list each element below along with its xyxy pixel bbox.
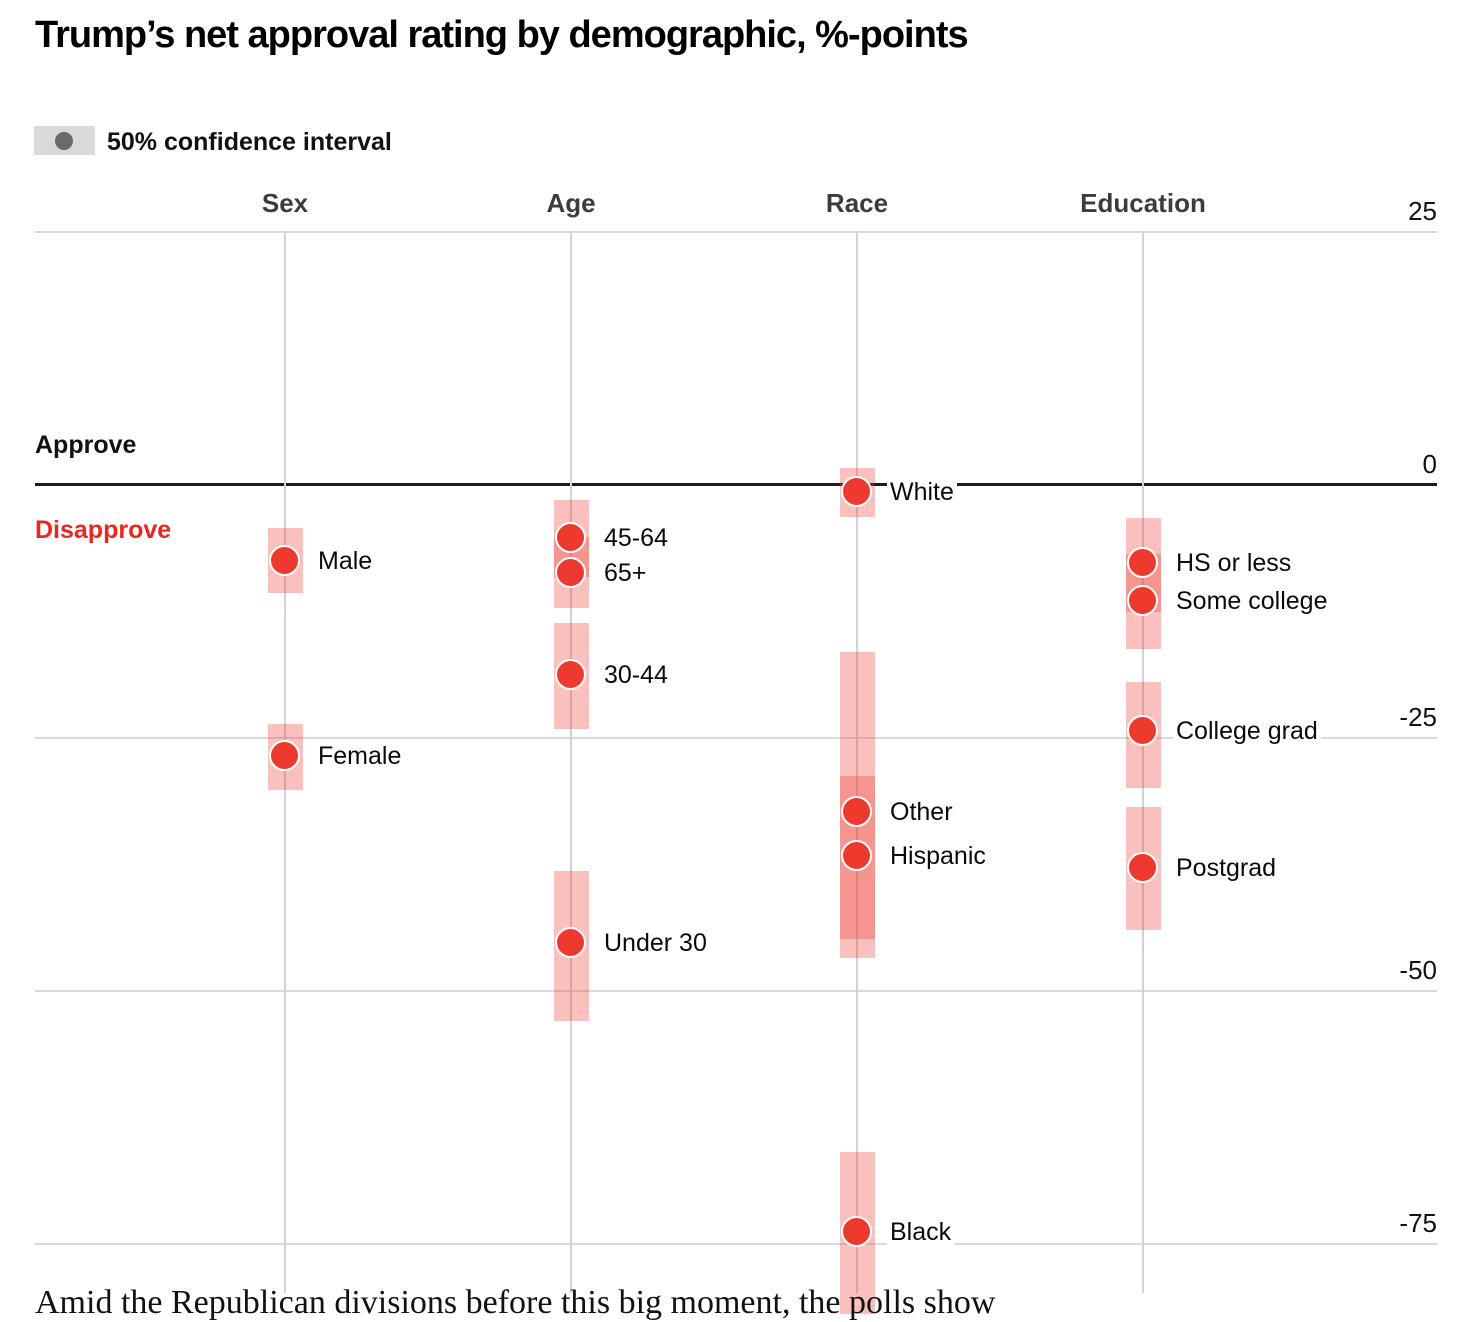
column-header-sex: Sex xyxy=(261,188,309,218)
column-header-race: Race xyxy=(825,188,889,218)
point-label-white: White xyxy=(887,477,957,508)
disapprove-annotation: Disapprove xyxy=(35,516,172,544)
point-label-black: Black xyxy=(887,1216,955,1247)
dot-some-college xyxy=(1127,585,1158,617)
column-header-age: Age xyxy=(546,188,596,218)
dot-other xyxy=(841,795,872,827)
y-tick-label--25: -25 xyxy=(1399,702,1437,732)
dot-male xyxy=(269,544,300,576)
dot-white xyxy=(841,476,872,508)
y-tick-label-25: 25 xyxy=(1408,196,1437,226)
point-label-45-64: 45-64 xyxy=(601,522,671,553)
gridline-col-age xyxy=(570,231,572,1293)
dot-postgrad xyxy=(1127,851,1158,883)
dot-45-64 xyxy=(555,521,586,553)
dot-hispanic xyxy=(841,840,872,872)
legend-label: 50% confidence interval xyxy=(107,128,392,156)
gridline-col-education xyxy=(1142,231,1144,1293)
gridline-y--25 xyxy=(35,737,1437,739)
dot-black xyxy=(841,1215,872,1247)
dot-hs-or-less xyxy=(1127,546,1158,578)
ci-band-other xyxy=(839,651,875,940)
column-header-education: Education xyxy=(1080,188,1206,218)
point-label-college-grad: College grad xyxy=(1173,715,1321,746)
dot-65 xyxy=(555,557,586,589)
caption-text-clipped: Amid the Republican divisions before thi… xyxy=(35,1284,996,1321)
point-label-under-30: Under 30 xyxy=(601,928,710,959)
point-label-30-44: 30-44 xyxy=(601,660,671,691)
y-tick-label--50: -50 xyxy=(1399,955,1437,985)
dot-30-44 xyxy=(555,659,586,691)
dot-college-grad xyxy=(1127,714,1158,746)
point-label-hs-or-less: HS or less xyxy=(1173,547,1295,578)
chart-title: Trump’s net approval rating by demograph… xyxy=(35,14,969,56)
gridline-y--50 xyxy=(35,990,1437,992)
point-label-other: Other xyxy=(887,796,956,827)
point-label-male: Male xyxy=(315,545,376,576)
point-label-65: 65+ xyxy=(601,558,650,589)
approve-annotation: Approve xyxy=(35,431,137,459)
dot-under-30 xyxy=(555,927,586,959)
zero-gridline xyxy=(35,483,1437,486)
gridline-y--75 xyxy=(35,1243,1437,1245)
y-tick-label-0: 0 xyxy=(1422,449,1437,479)
y-tick-label--75: -75 xyxy=(1399,1208,1437,1238)
point-label-some-college: Some college xyxy=(1173,586,1331,617)
gridline-col-race xyxy=(856,231,858,1293)
point-label-female: Female xyxy=(315,741,405,772)
point-label-postgrad: Postgrad xyxy=(1173,852,1280,883)
gridline-y-25 xyxy=(35,231,1437,233)
point-label-hispanic: Hispanic xyxy=(887,841,989,872)
dot-female xyxy=(269,740,300,772)
legend-dot-icon xyxy=(55,132,73,150)
